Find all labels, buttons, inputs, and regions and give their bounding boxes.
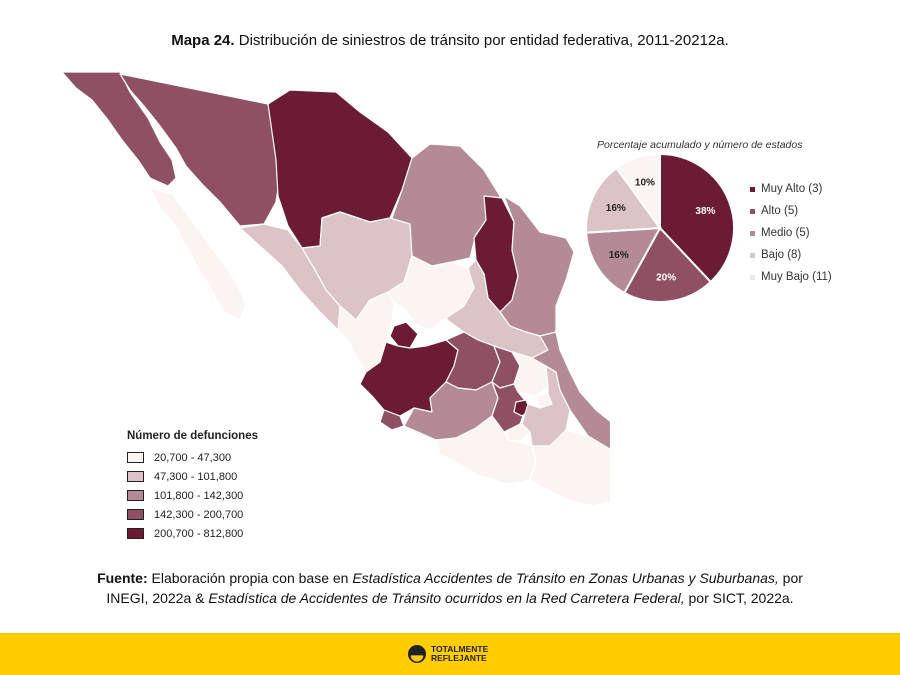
map-legend-swatch	[127, 452, 144, 463]
map-legend-item: 20,700 - 47,300	[127, 448, 258, 467]
pie-legend-item: Alto (5)	[750, 200, 832, 222]
source-title-1: Estadística Accidentes de Tránsito en Zo…	[352, 570, 779, 586]
pie-legend-swatch	[750, 230, 755, 236]
state-veracruz	[531, 331, 610, 450]
logo-line-1: TOTALMENTE	[431, 644, 489, 654]
pie-slice-label: 20%	[656, 272, 676, 283]
pie-legend-swatch	[750, 186, 755, 192]
pie-legend-swatch	[750, 252, 755, 258]
pie-slice-label: 10%	[635, 178, 655, 189]
pie-legend-label: Muy Bajo (11)	[761, 271, 832, 283]
pie-legend-item: Muy Alto (3)	[750, 178, 832, 200]
map-legend-title: Número de defunciones	[127, 430, 258, 442]
map-title-text: Distribución de siniestros de tránsito p…	[238, 32, 729, 49]
state-oaxaca	[529, 429, 610, 507]
map-legend-label: 200,700 - 812,800	[154, 527, 244, 540]
state-morelos	[507, 423, 531, 443]
mexico-choropleth-map	[61, 71, 610, 507]
map-legend-item: 200,700 - 812,800	[127, 524, 258, 543]
pie-legend-item: Medio (5)	[750, 222, 832, 244]
map-legend-item: 142,300 - 200,700	[127, 505, 258, 524]
pie-caption: Porcentaje acumulado y número de estados	[597, 139, 803, 151]
source-text: INEGI, 2022a &	[106, 590, 209, 606]
pie-legend-swatch	[750, 208, 755, 214]
pie-slice	[659, 152, 735, 284]
map-legend: Número de defunciones 20,700 - 47,300 47…	[127, 430, 258, 543]
pie-legend-item: Bajo (8)	[750, 244, 832, 266]
pie-slice	[615, 152, 661, 232]
state-aguascalientes	[389, 321, 419, 349]
pie-legend-label: Alto (5)	[761, 205, 799, 217]
pie-legend-swatch	[750, 274, 755, 280]
state-baja-california-sur	[149, 187, 247, 321]
source-text: Elaboración propia con base en	[147, 570, 353, 586]
brand-logo: TOTALMENTE REFLEJANTE	[408, 645, 488, 663]
source-line-1: Fuente: Elaboración propia con base en E…	[0, 568, 900, 588]
pie-slice-label: 16%	[606, 203, 626, 214]
map-legend-label: 20,700 - 47,300	[154, 451, 232, 464]
map-legend-item: 101,800 - 142,300	[127, 486, 258, 505]
map-number: Mapa 24.	[171, 32, 235, 49]
source-line-2: INEGI, 2022a & Estadística de Accidentes…	[0, 588, 900, 608]
state-baja-california	[61, 71, 177, 187]
map-legend-label: 47,300 - 101,800	[154, 470, 238, 483]
pie-legend-item: Muy Bajo (11)	[750, 266, 832, 288]
logo-line-2: REFLEJANTE	[431, 653, 487, 663]
pie-legend-label: Medio (5)	[761, 227, 810, 239]
pie-legend-label: Muy Alto (3)	[761, 183, 823, 195]
pie-legend: Muy Alto (3) Alto (5) Medio (5) Bajo (8)…	[750, 178, 832, 288]
map-legend-swatch	[127, 509, 144, 520]
pie-slice-label: 16%	[609, 250, 629, 261]
pie-legend-label: Bajo (8)	[761, 249, 802, 261]
map-legend-swatch	[127, 471, 144, 482]
map-legend-swatch	[127, 490, 144, 501]
map-legend-label: 142,300 - 200,700	[154, 508, 244, 521]
map-title: Mapa 24. Distribución de siniestros de t…	[0, 32, 900, 49]
source-title-2: Estadística de Accidentes de Tránsito oc…	[208, 590, 685, 606]
logo-text: TOTALMENTE REFLEJANTE	[431, 645, 488, 663]
source-note: Fuente: Elaboración propia con base en E…	[0, 568, 900, 608]
map-legend-item: 47,300 - 101,800	[127, 467, 258, 486]
pie-slice	[585, 166, 662, 234]
state-colima	[379, 409, 405, 431]
pie-slice	[622, 226, 713, 303]
pie-slice	[585, 226, 662, 295]
source-text: por SICT, 2022a.	[684, 590, 794, 606]
footer-bar	[0, 633, 900, 675]
map-legend-label: 101,800 - 142,300	[154, 489, 244, 502]
source-text: por	[778, 570, 803, 586]
map-legend-swatch	[127, 528, 144, 539]
pie-chart: 38% 20% 16% 16% 10%	[585, 152, 735, 303]
logo-icon	[408, 645, 426, 663]
pie-slice-label: 38%	[695, 206, 715, 217]
source-label: Fuente:	[97, 570, 148, 586]
